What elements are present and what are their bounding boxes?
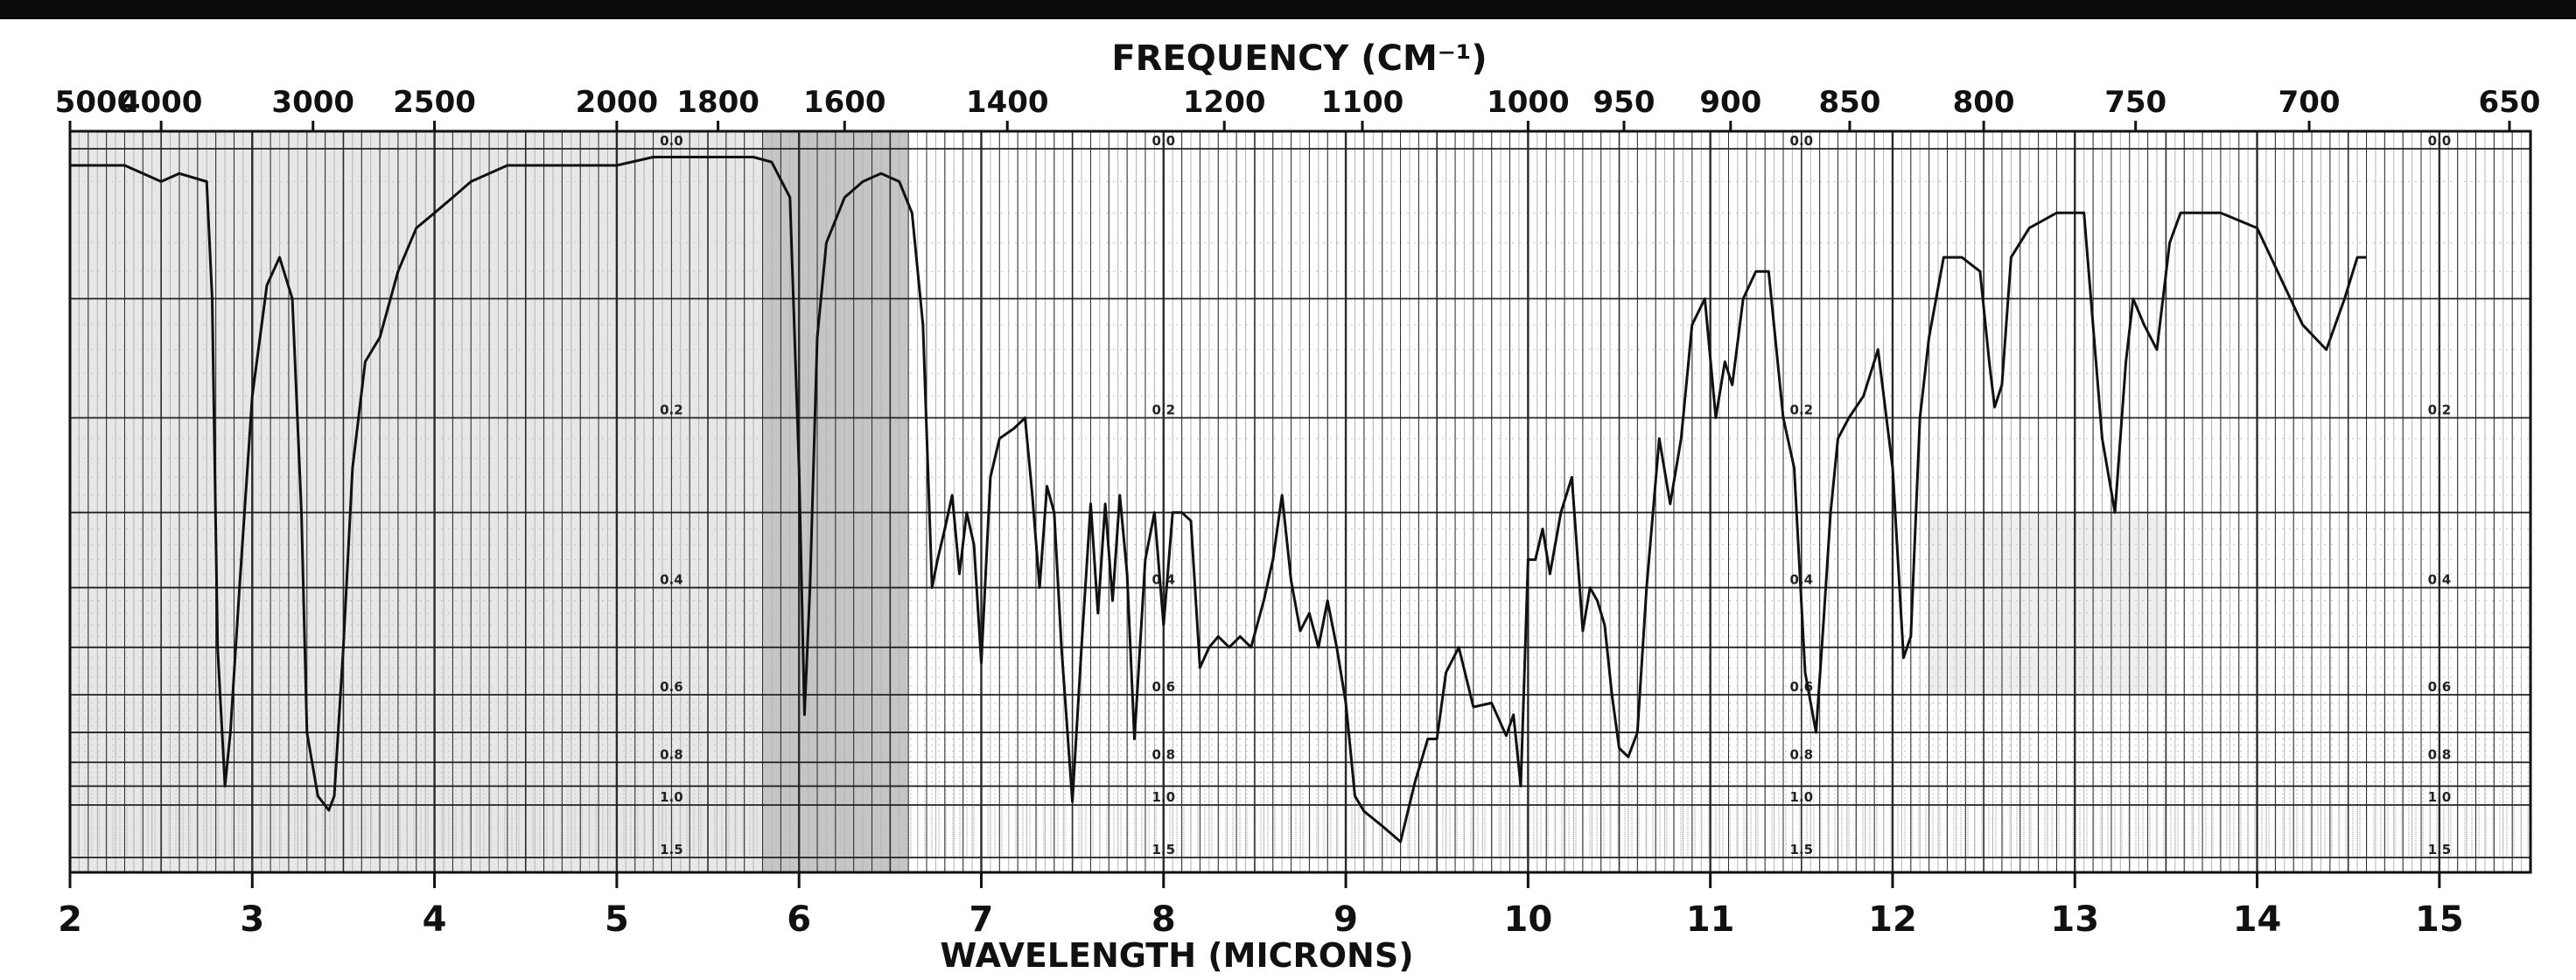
absorbance-label: 0.0 xyxy=(2428,133,2452,149)
absorbance-label: 0.6 xyxy=(660,679,683,695)
absorbance-label: 1.5 xyxy=(660,842,683,858)
absorbance-label: 0.2 xyxy=(660,402,683,418)
frequency-tick-label: 5000 xyxy=(55,85,138,120)
absorbance-label: 0.0 xyxy=(1790,133,1814,149)
absorbance-label: 0.8 xyxy=(660,746,683,762)
wavelength-tick-label: 15 xyxy=(2415,900,2464,940)
absorbance-label: 0.0 xyxy=(1152,133,1175,149)
wavelength-tick-label: 7 xyxy=(970,900,994,940)
absorbance-label: 0.4 xyxy=(2428,572,2452,588)
wavelength-tick-label: 10 xyxy=(1504,900,1553,940)
frequency-tick-label: 900 xyxy=(1699,85,1761,120)
frequency-tick-label: 800 xyxy=(1953,85,2015,120)
absorbance-label: 1.0 xyxy=(1790,789,1814,805)
frequency-tick-label: 2500 xyxy=(393,85,476,120)
wavelength-tick-labels: 2 3 4 5 6 7 8 9 10 11 12 13 14 15 xyxy=(58,872,2464,940)
absorbance-label: 0.6 xyxy=(2428,679,2452,695)
frequency-tick-label: 1000 xyxy=(1487,85,1570,120)
frequency-tick-label: 2000 xyxy=(576,85,659,120)
frequency-tick-label: 850 xyxy=(1818,85,1880,120)
absorbance-tick-labels: 0.0 0.2 0.4 0.6 0.8 1.0 1.5 0.0 0.2 0.4 0.6 0.8 1.0 1… xyxy=(660,133,2451,858)
wavelength-tick-label: 14 xyxy=(2233,900,2282,940)
absorbance-label: 0.2 xyxy=(1152,402,1175,418)
frequency-tick-label: 1100 xyxy=(1321,85,1404,120)
frequency-tick-label: 1600 xyxy=(803,85,886,120)
wavelength-tick-label: 8 xyxy=(1152,900,1176,940)
absorbance-label: 0.2 xyxy=(2428,402,2452,418)
wavelength-tick-label: 6 xyxy=(787,900,811,940)
frequency-tick-label: 1200 xyxy=(1183,85,1266,120)
frequency-tick-label: 1800 xyxy=(676,85,760,120)
absorbance-label: 1.5 xyxy=(1790,842,1814,858)
spectrum-trace xyxy=(70,156,2367,844)
absorbance-label: 0.8 xyxy=(1152,746,1175,762)
wavelength-tick-label: 2 xyxy=(58,900,82,940)
wavelength-tick-label: 5 xyxy=(605,900,629,940)
wavelength-tick-label: 13 xyxy=(2050,900,2099,940)
absorbance-label: 0.6 xyxy=(1152,679,1175,695)
frequency-tick-label: 3000 xyxy=(271,85,354,120)
frequency-tick-label: 950 xyxy=(1593,85,1656,120)
wavelength-tick-label: 4 xyxy=(423,900,447,940)
absorbance-label: 0.4 xyxy=(1152,572,1175,588)
top-black-bar xyxy=(0,0,2576,19)
absorbance-label: 1.5 xyxy=(2428,842,2452,858)
frequency-axis-label: FREQUENCY (CM⁻¹) xyxy=(1111,38,1487,79)
absorbance-label: 1.0 xyxy=(1152,789,1175,805)
plot-frame xyxy=(68,130,2532,874)
frequency-tick-label: 1400 xyxy=(966,85,1049,120)
absorbance-label: 0.0 xyxy=(660,133,683,149)
wavelength-tick-label: 11 xyxy=(1686,900,1735,940)
absorbance-label: 0.8 xyxy=(1790,746,1814,762)
absorbance-label: 0.4 xyxy=(660,572,683,588)
frequency-tick-label: 650 xyxy=(2478,85,2540,120)
absorbance-label: 0.8 xyxy=(2428,746,2452,762)
frequency-tick-label: 4000 xyxy=(120,85,203,120)
wavelength-tick-label: 3 xyxy=(240,900,264,940)
wavelength-axis-label: WAVELENGTH (MICRONS) xyxy=(940,936,1413,975)
absorbance-label: 0.2 xyxy=(1790,402,1814,418)
wavelength-tick-label: 12 xyxy=(1868,900,1917,940)
absorbance-label: 1.0 xyxy=(2428,789,2452,805)
absorbance-label: 1.0 xyxy=(660,789,683,805)
wavelength-tick-label: 9 xyxy=(1334,900,1358,940)
frequency-tick-label: 750 xyxy=(2104,85,2166,120)
absorbance-label: 1.5 xyxy=(1152,842,1175,858)
frequency-tick-label: 700 xyxy=(2278,85,2341,120)
